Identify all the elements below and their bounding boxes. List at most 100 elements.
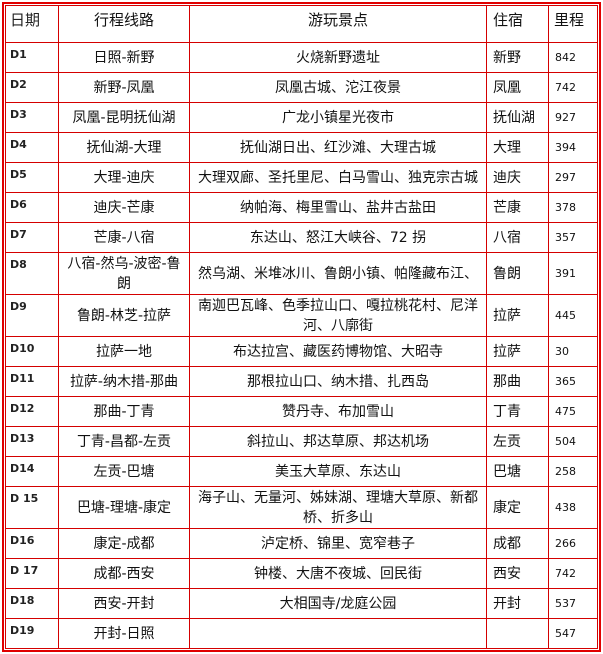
cell-sights: 钟楼、大唐不夜城、回民街 <box>189 558 487 589</box>
cell-route: 左贡-巴塘 <box>58 456 190 487</box>
cell-sights: 海子山、无量河、姊妹湖、理塘大草原、新都桥、折多山 <box>189 486 487 529</box>
cell-route: 芒康-八宿 <box>58 222 190 253</box>
cell-day: D3 <box>5 102 59 133</box>
cell-route: 开封-日照 <box>58 618 190 649</box>
cell-stay: 开封 <box>486 588 549 619</box>
table-row: D5 大理-迪庆 大理双廊、圣托里尼、白马雪山、独克宗古城 迪庆 297 <box>5 162 598 193</box>
cell-day: D9 <box>5 294 59 337</box>
cell-stay <box>486 618 549 649</box>
cell-stay: 巴塘 <box>486 456 549 487</box>
cell-sights: 泸定桥、锦里、宽窄巷子 <box>189 528 487 559</box>
cell-route: 凤凰-昆明抚仙湖 <box>58 102 190 133</box>
cell-day: D5 <box>5 162 59 193</box>
table-row: D12 那曲-丁青 赞丹寺、布加雪山 丁青 475 <box>5 396 598 427</box>
cell-km: 258 <box>548 456 598 487</box>
cell-stay: 大理 <box>486 132 549 163</box>
cell-route: 康定-成都 <box>58 528 190 559</box>
cell-sights: 抚仙湖日出、红沙滩、大理古城 <box>189 132 487 163</box>
table-row: D14 左贡-巴塘 美玉大草原、东达山 巴塘 258 <box>5 456 598 487</box>
cell-stay: 凤凰 <box>486 72 549 103</box>
cell-sights <box>189 618 487 649</box>
cell-sights: 东达山、怒江大峡谷、72 拐 <box>189 222 487 253</box>
cell-route: 抚仙湖-大理 <box>58 132 190 163</box>
cell-route: 拉萨一地 <box>58 336 190 367</box>
cell-km: 742 <box>548 558 598 589</box>
table-row: D11 拉萨-纳木措-那曲 那根拉山口、纳木措、扎西岛 那曲 365 <box>5 366 598 397</box>
cell-sights: 凤凰古城、沱江夜景 <box>189 72 487 103</box>
cell-sights: 火烧新野遗址 <box>189 42 487 73</box>
table-row: D7 芒康-八宿 东达山、怒江大峡谷、72 拐八宿 357 <box>5 222 598 253</box>
cell-day: D8 <box>5 252 59 295</box>
cell-km: 391 <box>548 252 598 295</box>
cell-route: 成都-西安 <box>58 558 190 589</box>
cell-day: D14 <box>5 456 59 487</box>
table-row: D4 抚仙湖-大理 抚仙湖日出、红沙滩、大理古城 大理 394 <box>5 132 598 163</box>
cell-stay: 丁青 <box>486 396 549 427</box>
header-km: 里程 <box>548 5 598 43</box>
cell-km: 378 <box>548 192 598 223</box>
cell-day: D13 <box>5 426 59 457</box>
cell-stay: 新野 <box>486 42 549 73</box>
cell-stay: 成都 <box>486 528 549 559</box>
cell-stay: 抚仙湖 <box>486 102 549 133</box>
cell-sights: 布达拉宫、藏医药博物馆、大昭寺 <box>189 336 487 367</box>
cell-day: D 17 <box>5 558 59 589</box>
table-row: D1 日照-新野 火烧新野遗址 新野 842 <box>5 42 598 73</box>
table-row: D2 新野-凤凰 凤凰古城、沱江夜景 凤凰 742 <box>5 72 598 103</box>
cell-day: D12 <box>5 396 59 427</box>
cell-day: D11 <box>5 366 59 397</box>
table-row: D8 八宿-然乌-波密-鲁朗 然乌湖、米堆冰川、鲁朗小镇、帕隆藏布江、 鲁朗 391 <box>5 252 598 295</box>
table-row: D10 拉萨一地 布达拉宫、藏医药博物馆、大昭寺 拉萨 30 <box>5 336 598 367</box>
cell-km: 365 <box>548 366 598 397</box>
cell-stay: 那曲 <box>486 366 549 397</box>
cell-km: 438 <box>548 486 598 529</box>
cell-km: 742 <box>548 72 598 103</box>
cell-sights: 那根拉山口、纳木措、扎西岛 <box>189 366 487 397</box>
header-row: 日期 行程线路 游玩景点 住宿 里程 <box>5 5 598 43</box>
cell-stay: 拉萨 <box>486 294 549 337</box>
cell-route: 八宿-然乌-波密-鲁朗 <box>58 252 190 295</box>
cell-km: 357 <box>548 222 598 253</box>
cell-route: 那曲-丁青 <box>58 396 190 427</box>
table-row: D13 丁青-昌都-左贡 斜拉山、邦达草原、邦达机场 左贡 504 <box>5 426 598 457</box>
header-stay: 住宿 <box>486 5 549 43</box>
cell-day: D4 <box>5 132 59 163</box>
cell-km: 475 <box>548 396 598 427</box>
cell-day: D19 <box>5 618 59 649</box>
cell-stay: 鲁朗 <box>486 252 549 295</box>
cell-sights: 大相国寺/龙庭公园 <box>189 588 487 619</box>
cell-sights: 南迦巴瓦峰、色季拉山口、嘎拉桃花村、尼洋河、八廓街 <box>189 294 487 337</box>
cell-stay: 迪庆 <box>486 162 549 193</box>
cell-route: 新野-凤凰 <box>58 72 190 103</box>
table-row: D6 迪庆-芒康 纳帕海、梅里雪山、盐井古盐田 芒康 378 <box>5 192 598 223</box>
cell-route: 丁青-昌都-左贡 <box>58 426 190 457</box>
cell-km: 394 <box>548 132 598 163</box>
cell-sights: 纳帕海、梅里雪山、盐井古盐田 <box>189 192 487 223</box>
table-row: D16 康定-成都 泸定桥、锦里、宽窄巷子 成都 266 <box>5 528 598 559</box>
cell-sights: 然乌湖、米堆冰川、鲁朗小镇、帕隆藏布江、 <box>189 252 487 295</box>
cell-stay: 西安 <box>486 558 549 589</box>
table-row: D 17 成都-西安 钟楼、大唐不夜城、回民街 西安 742 <box>5 558 598 589</box>
cell-km: 927 <box>548 102 598 133</box>
cell-route: 巴塘-理塘-康定 <box>58 486 190 529</box>
cell-route: 日照-新野 <box>58 42 190 73</box>
itinerary-table: 日期 行程线路 游玩景点 住宿 里程 D1 日照-新野 火烧新野遗址 新野 842 D2 新… <box>5 5 598 649</box>
header-route: 行程线路 <box>58 5 190 43</box>
cell-day: D18 <box>5 588 59 619</box>
cell-km: 547 <box>548 618 598 649</box>
cell-day: D1 <box>5 42 59 73</box>
cell-sights: 美玉大草原、东达山 <box>189 456 487 487</box>
cell-route: 大理-迪庆 <box>58 162 190 193</box>
cell-km: 842 <box>548 42 598 73</box>
table-row: D19 开封-日照 547 <box>5 618 598 649</box>
cell-stay: 八宿 <box>486 222 549 253</box>
cell-day: D 15 <box>5 486 59 529</box>
cell-km: 30 <box>548 336 598 367</box>
cell-km: 537 <box>548 588 598 619</box>
cell-km: 297 <box>548 162 598 193</box>
cell-sights: 大理双廊、圣托里尼、白马雪山、独克宗古城 <box>189 162 487 193</box>
cell-km: 445 <box>548 294 598 337</box>
cell-day: D2 <box>5 72 59 103</box>
cell-route: 迪庆-芒康 <box>58 192 190 223</box>
cell-sights: 广龙小镇星光夜市 <box>189 102 487 133</box>
